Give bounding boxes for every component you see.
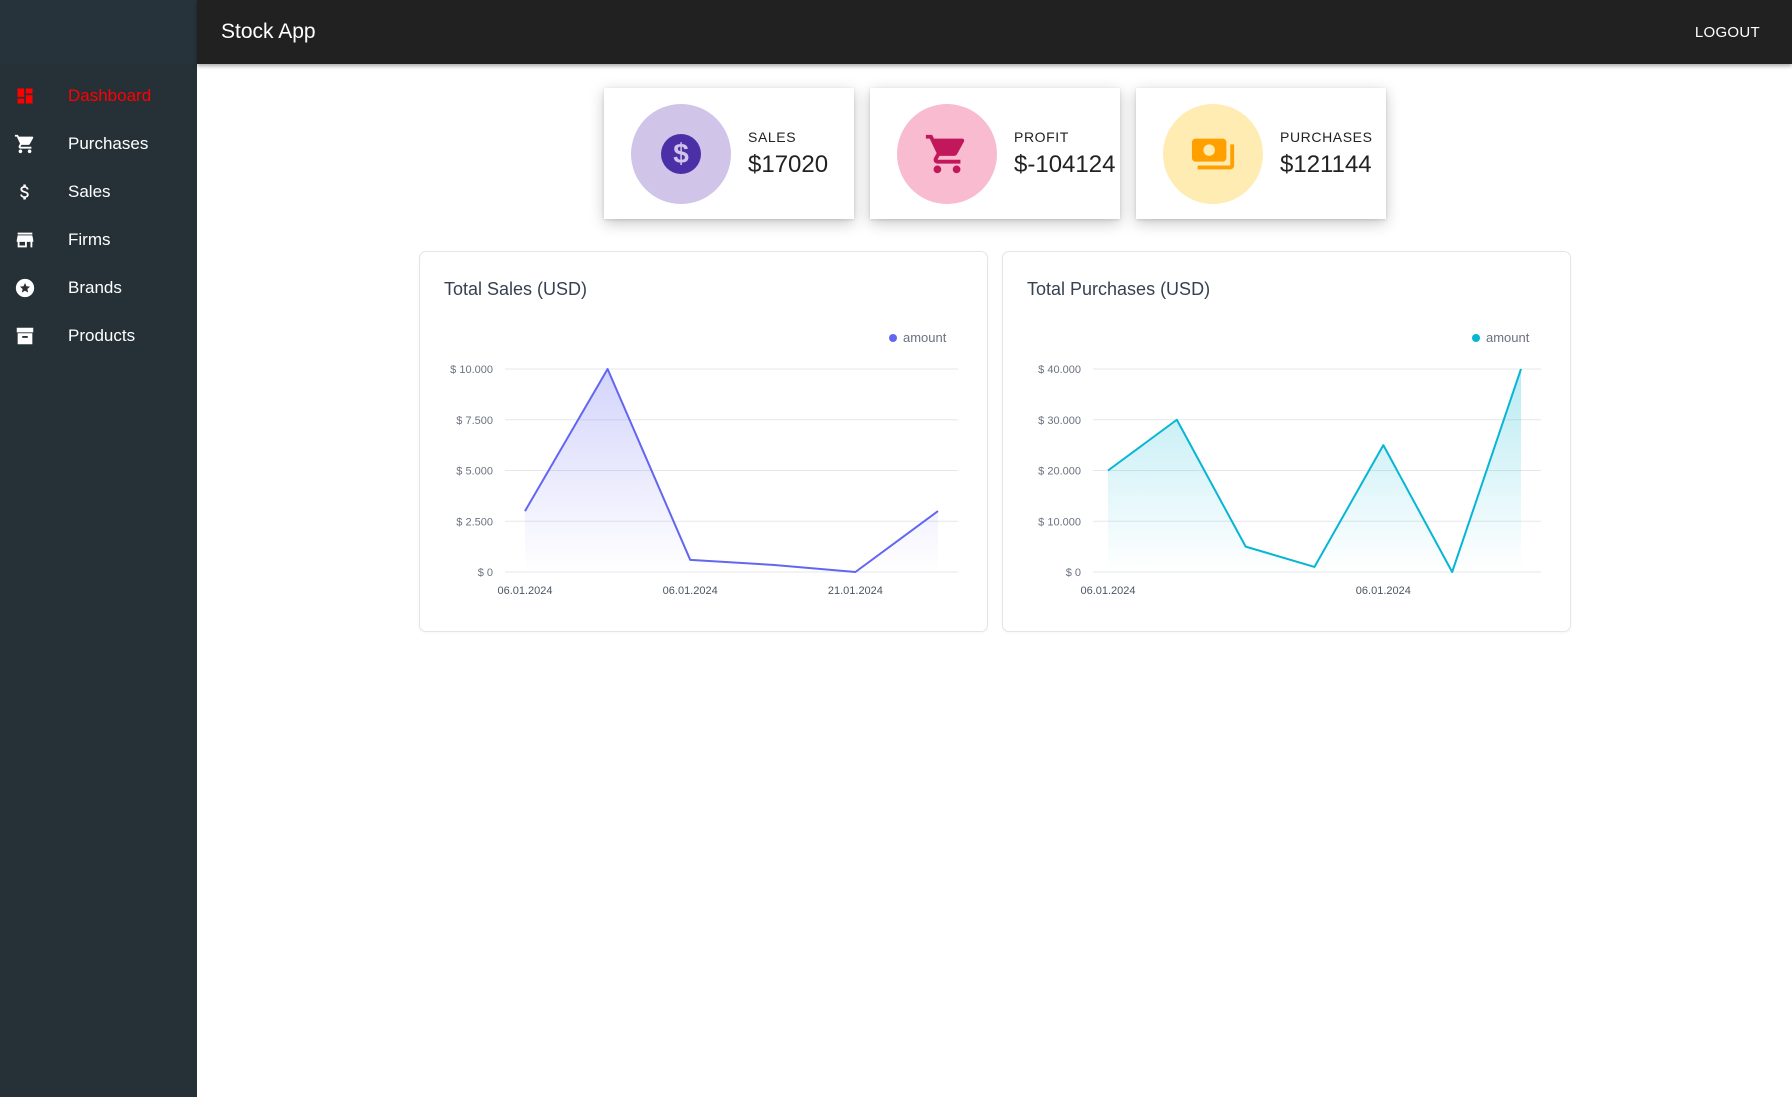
- area-fill: [525, 369, 938, 572]
- dollar-icon: [13, 180, 37, 204]
- purchases-chart: $ 0 $ 10.000 $ 20.000 $ 30.000 $ 40.000 06.01…: [1038, 330, 1541, 597]
- chart-title: Total Purchases (USD): [1027, 279, 1211, 299]
- y-tick-label: $ 5.000: [456, 466, 493, 478]
- sidebar-item-label: Firms: [68, 230, 111, 249]
- y-tick-label: $ 40.000: [1038, 364, 1081, 376]
- area-fill: [1108, 369, 1521, 572]
- chart-card-total-purchases: Total Purchases (USD) $ 0 $ 10.000 $ 20.00…: [1002, 251, 1571, 632]
- sidebar-item-firms[interactable]: Firms: [0, 216, 197, 264]
- kpi-value: $121144: [1280, 150, 1372, 178]
- kpi-text: SALES $17020: [748, 129, 828, 179]
- sales-chart: $ 0 $ 2.500 $ 5.000 $ 7.500 $ 10.000 06.01.20…: [450, 330, 958, 597]
- x-tick-label: 06.01.2024: [663, 585, 718, 597]
- sidebar-item-dashboard[interactable]: Dashboard: [0, 72, 197, 120]
- y-tick-label: $ 10.000: [1038, 516, 1081, 528]
- app-bar: Stock App LOGOUT: [197, 0, 1792, 64]
- x-tick-label: 06.01.2024: [1356, 585, 1411, 597]
- kpi-text: PROFIT $-104124: [1014, 129, 1115, 179]
- series-line: [1107, 368, 1522, 573]
- dashboard-icon: [13, 84, 37, 108]
- archive-icon: [13, 324, 37, 348]
- legend-label: amount: [1486, 330, 1530, 345]
- sidebar-item-label: Products: [68, 326, 136, 345]
- chart-card-total-sales: Total Sales (USD) $ 0 $ 2.500 $ 5.000 $ 7.5…: [419, 251, 988, 632]
- kpi-card-sales: $ SALES $17020: [604, 88, 854, 219]
- y-tick-label: $ 10.000: [450, 364, 493, 376]
- money-icon: [1191, 138, 1235, 169]
- sidebar-item-products[interactable]: Products: [0, 312, 197, 360]
- sidebar-header: [0, 0, 197, 64]
- y-tick-label: $ 0: [1066, 567, 1081, 579]
- legend-dot: [889, 334, 897, 342]
- sidebar-item-label: Purchases: [68, 134, 149, 153]
- series-line: [524, 368, 939, 573]
- kpi-label: PROFIT: [1014, 128, 1069, 145]
- sidebar-item-label: Sales: [68, 182, 111, 201]
- chart-title: Total Sales (USD): [444, 279, 588, 299]
- svg-text:$: $: [673, 138, 689, 169]
- kpi-text: PURCHASES $121144: [1280, 129, 1373, 179]
- kpi-card-purchases: PURCHASES $121144: [1136, 88, 1386, 219]
- x-tick-label: 06.01.2024: [1080, 585, 1135, 597]
- dollar-circle-icon: $: [661, 133, 701, 174]
- sidebar-item-label: Brands: [68, 278, 122, 297]
- kpi-label: SALES: [748, 128, 797, 145]
- y-tick-label: $ 2.500: [456, 516, 493, 528]
- cart-icon: [925, 134, 965, 173]
- logout-button[interactable]: LOGOUT: [1694, 23, 1760, 41]
- x-tick-label: 21.01.2024: [828, 585, 883, 597]
- kpi-value: $-104124: [1014, 150, 1116, 178]
- legend-label: amount: [903, 330, 947, 345]
- legend-dot: [1472, 334, 1480, 342]
- sidebar: Dashboard Purchases Sales Firms Brands: [0, 0, 197, 1097]
- kpi-card-profit: PROFIT $-104124: [870, 88, 1120, 219]
- sidebar-item-brands[interactable]: Brands: [0, 264, 197, 312]
- store-icon: [13, 228, 37, 252]
- kpi-icon-wrap: $: [631, 103, 731, 204]
- kpi-icon-wrap: [1163, 103, 1263, 204]
- cart-icon: [13, 132, 37, 156]
- kpi-label: PURCHASES: [1280, 128, 1373, 145]
- star-circle-icon: [13, 276, 37, 300]
- sidebar-nav: Dashboard Purchases Sales Firms Brands: [0, 72, 197, 360]
- kpi-value: $17020: [748, 150, 829, 178]
- app-title: Stock App: [221, 20, 316, 43]
- x-tick-label: 06.01.2024: [497, 585, 552, 597]
- y-tick-label: $ 20.000: [1038, 466, 1081, 478]
- sidebar-item-label: Dashboard: [68, 86, 152, 105]
- y-tick-label: $ 30.000: [1038, 415, 1081, 427]
- sidebar-item-sales[interactable]: Sales: [0, 168, 197, 216]
- sidebar-item-purchases[interactable]: Purchases: [0, 120, 197, 168]
- kpi-icon-wrap: [897, 103, 997, 204]
- y-tick-label: $ 7.500: [456, 415, 493, 427]
- y-tick-label: $ 0: [478, 567, 493, 579]
